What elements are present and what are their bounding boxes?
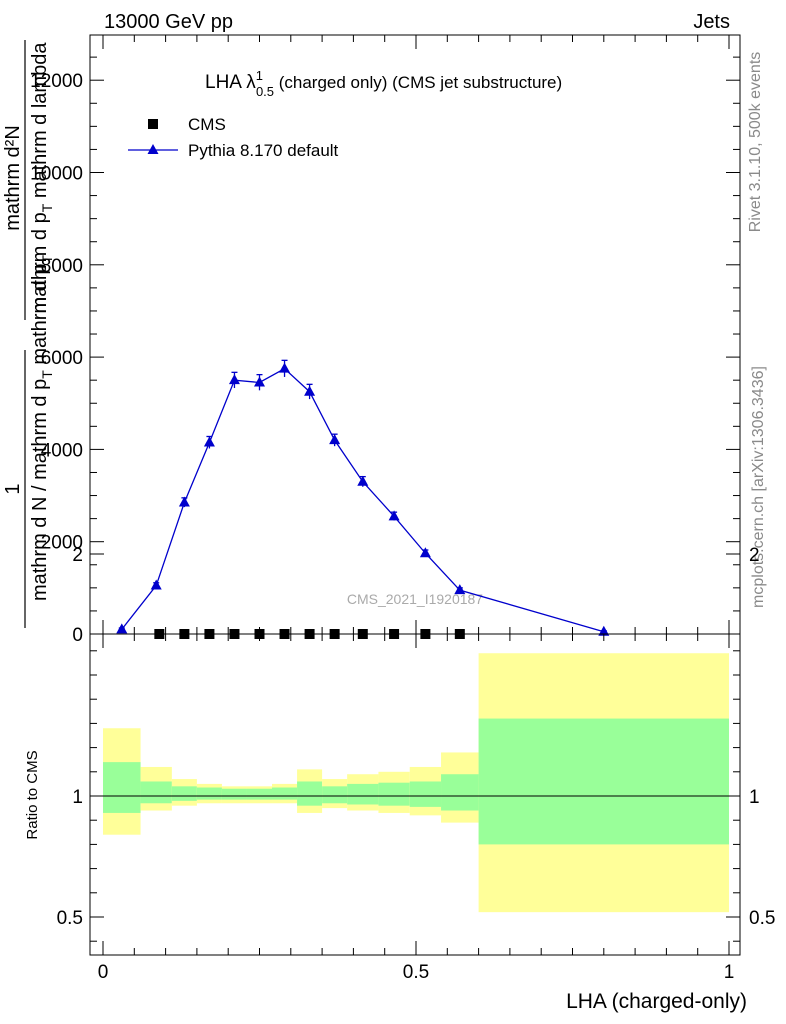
ylabel-prefix-den: mathrm d N / mathrm d pT mathrm d pT [29,255,55,602]
ratio-band-inner [246,788,273,800]
ylabel-den-rest: mathrm d lambda [29,42,51,204]
ylabel-denominator: mathrm d pT mathrm d lambda [29,42,55,314]
ylabel-prefix-den-sub2: T [39,255,55,264]
x-tick-label: 1 [724,962,735,983]
y-tick-label: 8000 [41,256,83,277]
ratio-band-inner [441,774,479,811]
ratio-band-inner [196,787,222,800]
pythia-point [254,376,265,387]
ratio-y-tick-label-right: 2 [749,545,760,566]
y-tick-label: 12000 [30,71,83,92]
pythia-point [304,385,316,396]
ratio-y-label: Ratio to CMS [24,750,41,839]
pythia-point [116,623,128,634]
ratio-y-tick-label-right: 1 [749,787,760,808]
ratio-plot-frame [89,633,741,956]
ratio-plot: 0.5 0.5 1 1 2 2 0 0.5 1 Ratio to CMS LHA (charge… [24,545,775,1013]
y-tick-label: 4000 [41,440,83,461]
ylabel-prefix-den-rest: mathrm d p [29,264,51,371]
ylabel-prefix-den-sub: T [39,370,55,379]
ylabel-numerator: mathrm d²N [2,125,24,231]
ratio-y-tick-label-right: 0.5 [749,908,775,929]
main-x-ticks [102,35,730,634]
plot-title-suffix: (charged only) (CMS jet substructure) [274,73,562,92]
plot-title-sup: 1 [256,68,263,83]
legend-cms-marker [148,119,158,129]
ratio-ticks: 0.5 0.5 1 1 2 2 0 0.5 1 [57,545,776,983]
header-right: Jets [693,11,730,33]
plot-title-main: LHA λ [205,72,256,93]
ylabel-prefix: 1 [2,483,24,494]
pythia-point [454,584,466,595]
pythia-line [121,367,604,633]
x-axis-label: LHA (charged-only) [566,990,747,1013]
pythia-point [228,374,240,385]
pythia-point [150,579,162,590]
y-tick-label: 10000 [30,164,83,185]
ratio-band-inner [347,783,379,805]
ratio-band-inner [221,788,247,800]
ratio-band-inner [272,787,298,800]
ratio-band-inner [171,786,197,801]
ylabel-prefix-den-main: mathrm d N / mathrm d p [29,379,51,601]
pythia-point [419,547,431,558]
pythia-point [178,496,190,507]
pythia-point [598,625,610,636]
legend-pythia-marker [147,144,159,154]
ratio-band-inner [378,782,410,806]
ratio-band-inner [409,781,442,807]
ylabel-den-main: mathrm d p [29,212,51,313]
pythia-point [203,436,215,447]
ratio-band-inner [140,781,172,804]
plot-title-sub: 0.5 [256,84,274,99]
side-label-bottom: mcplots.cern.ch [arXiv:1306.3436] [750,366,767,608]
watermark: CMS_2021_I1920187 [347,591,483,607]
ratio-band-inner [297,781,323,806]
ratio-band-inner [478,718,729,845]
x-tick-label: 0 [98,962,109,983]
ylabel-den-sub: T [39,203,55,212]
ratio-y-tick-label-left: 1 [72,787,83,808]
y-tick-label: 6000 [41,348,83,369]
main-y-ticks: 0 2000 4000 6000 8000 10000 12000 [30,56,740,646]
ratio-bands [103,653,729,913]
side-label-top: Rivet 3.1.10, 500k events [747,52,764,233]
main-y-label: 1 mathrm d N / mathrm d pT mathrm d pT m… [2,40,55,628]
pythia-point [357,475,369,486]
y-tick-label: 2000 [41,533,83,554]
main-plot: 0 2000 4000 6000 8000 10000 12000 LHA λ1 0.5 (c… [30,34,741,646]
legend-cms-label: CMS [188,115,226,134]
pythia-series [116,359,610,636]
pythia-point [388,510,400,521]
ratio-band-inner [103,762,141,813]
ratio-band-inner [322,786,348,804]
ratio-y-tick-label-left: 2 [72,545,83,566]
header-left: 13000 GeV pp [104,11,233,33]
pythia-point [279,362,291,373]
pythia-point [329,434,341,445]
legend: CMS Pythia 8.170 default [128,115,339,160]
y-tick-label: 0 [72,625,83,646]
x-tick-label: 0.5 [403,962,429,983]
ratio-y-tick-label-left: 0.5 [57,908,83,929]
legend-pythia-label: Pythia 8.170 default [188,141,339,160]
plot-title: LHA λ1 0.5 (charged only) (CMS jet substr… [205,68,562,99]
